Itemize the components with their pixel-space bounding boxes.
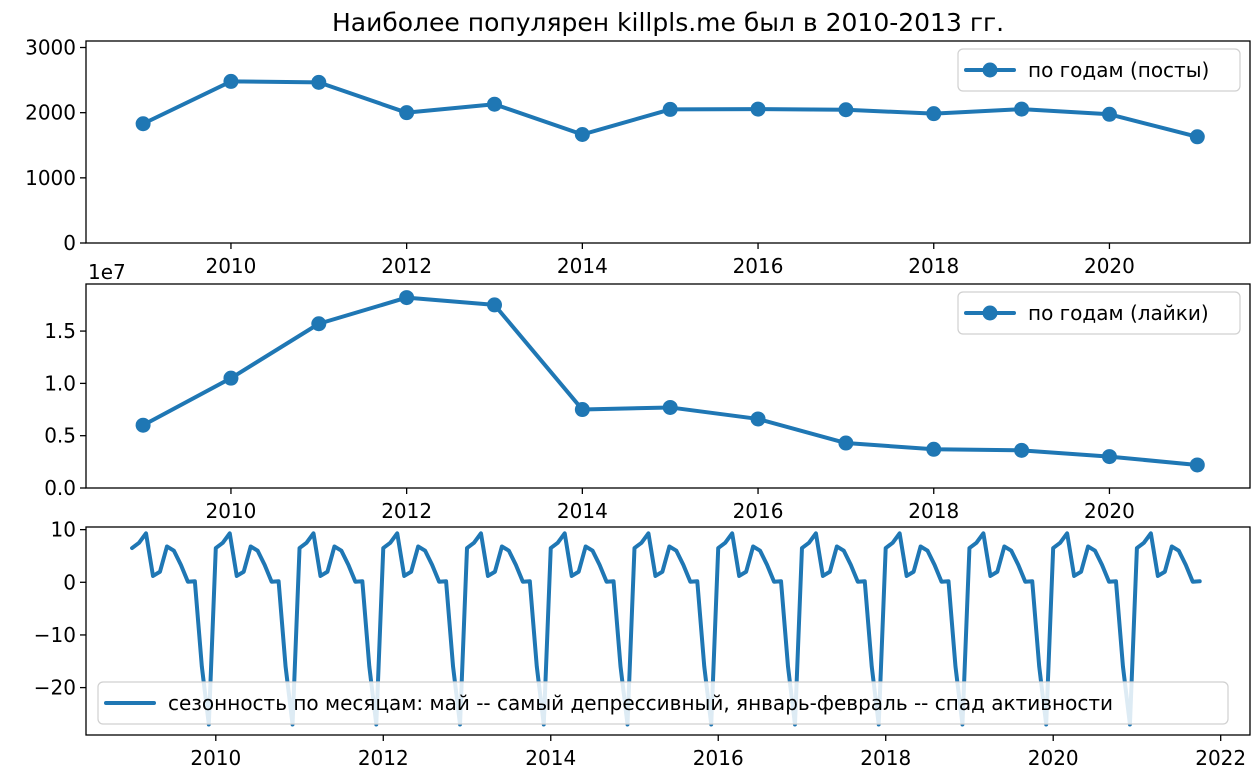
y-tick-label: 1000 (25, 166, 76, 190)
data-point (135, 116, 151, 132)
panel-posts: 0 1000 2000 3000 2010 2012 2014 2016 2018 2020 по … (25, 36, 1251, 278)
x-tick-label: 2016 (733, 254, 784, 278)
data-point (135, 417, 151, 433)
panel-seasonality: 10 0 −10 −20 2010 2012 2014 2016 2018 2020 2022 сез… (34, 518, 1251, 770)
x-tick-label: 2020 (1028, 746, 1079, 770)
x-tick-label: 2010 (205, 499, 256, 523)
data-point (399, 105, 415, 121)
data-point (662, 101, 678, 117)
legend: по годам (лайки) (957, 291, 1241, 335)
y-tick-label: 2000 (25, 101, 76, 125)
x-tick-label: 2012 (358, 746, 409, 770)
data-point (926, 106, 942, 122)
y-tick-label: −10 (34, 623, 76, 647)
x-tick-label: 2016 (733, 499, 784, 523)
legend-swatch-marker (982, 305, 998, 321)
data-point (1189, 457, 1205, 473)
data-point (1014, 101, 1030, 117)
legend-label: по годам (посты) (1028, 58, 1209, 82)
data-point (1189, 129, 1205, 145)
data-point (486, 297, 502, 313)
y-tick-label: 10 (51, 518, 76, 542)
data-point (1101, 106, 1117, 122)
legend-label: по годам (лайки) (1028, 301, 1209, 325)
legend-swatch-marker (982, 62, 998, 78)
plot-frame (85, 526, 1251, 736)
x-tick-label: 2016 (693, 746, 744, 770)
legend-box (957, 291, 1241, 335)
data-point (311, 74, 327, 90)
data-point (223, 73, 239, 89)
y-tick-label: 1.5 (44, 319, 76, 343)
data-point (574, 402, 590, 418)
x-tick-label: 2014 (557, 254, 608, 278)
data-point (926, 441, 942, 457)
data-point (750, 101, 766, 117)
x-tick-label: 2010 (190, 746, 241, 770)
y-offset-label: 1e7 (88, 260, 126, 284)
x-tick-label: 2014 (557, 499, 608, 523)
y-tick-label: 0 (63, 231, 76, 255)
legend-box (97, 681, 1229, 725)
series-line (130, 531, 1202, 727)
legend-box (957, 48, 1241, 92)
x-tick-label: 2018 (860, 746, 911, 770)
x-tick-label: 2018 (908, 499, 959, 523)
data-point (311, 316, 327, 332)
plot-frame (85, 283, 1251, 489)
x-tick-label: 2012 (381, 499, 432, 523)
data-point (662, 399, 678, 415)
y-tick-label: 0 (63, 570, 76, 594)
y-tick-label: 0.5 (44, 424, 76, 448)
plot-frame (85, 40, 1251, 244)
y-tick-label: 3000 (25, 36, 76, 60)
data-point (486, 96, 502, 112)
data-point (1101, 449, 1117, 465)
data-point (838, 435, 854, 451)
panel-likes: 0.0 0.5 1.0 1.5 2010 2012 2014 2016 2018 2020 по г… (44, 283, 1251, 523)
data-point (574, 127, 590, 143)
data-point (750, 411, 766, 427)
chart-title: Наиболее популярен killpls.me был в 2010… (332, 8, 1004, 37)
legend-label: сезонность по месяцам: май -- самый депр… (168, 691, 1113, 715)
data-point (399, 290, 415, 306)
y-tick-label: 0.0 (44, 476, 76, 500)
x-tick-label: 2018 (908, 254, 959, 278)
y-tick-label: 1.0 (44, 371, 76, 395)
data-point (223, 370, 239, 386)
x-tick-label: 2020 (1084, 499, 1135, 523)
x-tick-label: 2020 (1084, 254, 1135, 278)
y-tick-label: −20 (34, 676, 76, 700)
x-tick-label: 2010 (205, 254, 256, 278)
data-point (1014, 442, 1030, 458)
x-tick-label: 2014 (525, 746, 576, 770)
legend: сезонность по месяцам: май -- самый депр… (97, 681, 1229, 725)
data-point (838, 102, 854, 118)
legend: по годам (посты) (957, 48, 1241, 92)
x-tick-label: 2022 (1195, 746, 1246, 770)
x-tick-label: 2012 (381, 254, 432, 278)
